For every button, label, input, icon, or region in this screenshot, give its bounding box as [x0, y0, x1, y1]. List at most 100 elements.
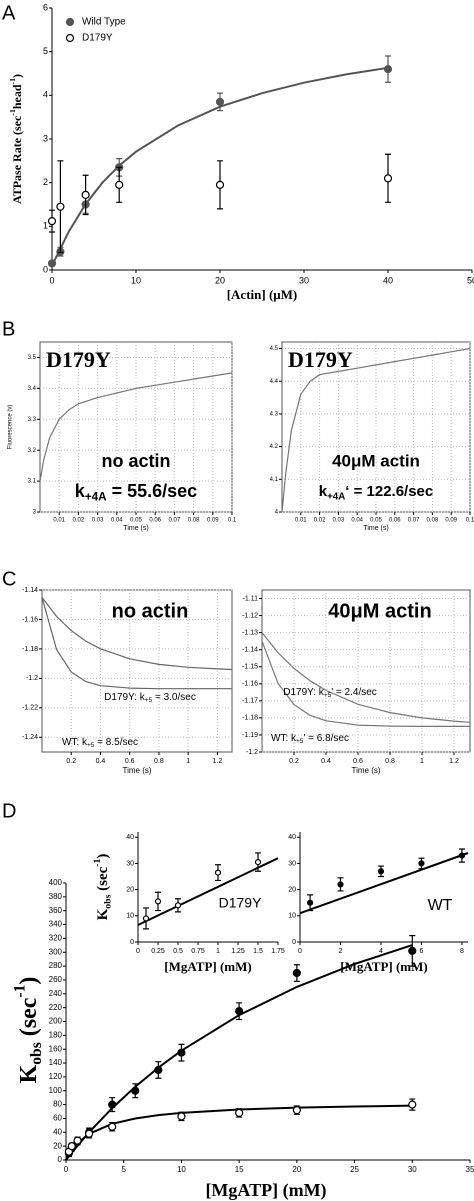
x-tick-label: 0 [64, 1165, 69, 1174]
x-tick-label: 0.5 [173, 948, 183, 955]
legend-marker [65, 33, 75, 43]
y-tick-label: 3.1 [28, 479, 37, 485]
x-tick-label: 0.8 [154, 758, 164, 765]
x-tick-label: 1.25 [231, 948, 245, 955]
data-point [177, 1048, 186, 1057]
y-axis-label: Kobs (sec-1) [11, 977, 45, 1084]
trace [41, 597, 232, 690]
y-tick-label: -1.17 [242, 698, 258, 705]
y-tick-label: 40 [53, 1127, 62, 1136]
x-tick-label: 0.03 [92, 518, 104, 524]
data-point [81, 190, 90, 199]
y-tick-label: 380 [49, 892, 63, 901]
data-point [84, 1129, 94, 1138]
y-tick-label: 1 [43, 221, 48, 231]
x-tick-label: 4 [379, 948, 383, 955]
data-point [142, 915, 150, 922]
y-tick-label: 320 [49, 934, 63, 943]
data-point [307, 899, 314, 906]
x-tick-label: 0.2 [66, 758, 76, 765]
x-tick-label: 1.2 [449, 758, 459, 765]
text-segment: +4A [327, 491, 345, 502]
y-axis-label: ATPase Rate (sec-1head-1) [8, 74, 24, 204]
data-point [214, 869, 222, 876]
text-segment: k [319, 483, 328, 500]
data-point [215, 97, 225, 106]
text-segment: obs [103, 894, 114, 908]
text-segment: D179Y: k [104, 692, 146, 703]
annotation: WT: k+5 = 8.5/sec [62, 737, 138, 749]
data-point [47, 216, 57, 226]
x-tick-label: 0.6 [353, 758, 363, 765]
x-tick-label: 0 [298, 948, 302, 955]
text-segment: = 3.0/sec [152, 692, 196, 703]
plot-frame [41, 589, 233, 753]
y-tick-label: 3.5 [28, 355, 37, 361]
text-segment: obs [28, 1042, 45, 1065]
y-tick-label: 180 [49, 1030, 63, 1039]
text-segment: WT: k [62, 737, 88, 748]
data-point [154, 898, 162, 905]
trace [41, 597, 233, 671]
fit-curve [137, 857, 279, 926]
x-tick-label: 0.1 [466, 518, 474, 524]
text-segment: ) [10, 74, 24, 78]
x-tick-label: 1 [186, 758, 190, 765]
panel-letter: C [2, 568, 16, 590]
x-tick-label: 20 [215, 275, 225, 285]
x-tick-label: 1.2 [213, 758, 223, 765]
x-tick-label: 0.07 [169, 518, 181, 524]
x-tick-label: 0.05 [370, 518, 382, 524]
y-tick-label: -1.2 [26, 675, 38, 682]
y-tick-label: 3 [43, 133, 48, 143]
text-segment: +4A [85, 490, 107, 503]
y-tick-label: -1.16 [242, 681, 258, 688]
x-tick-label: 40 [383, 275, 393, 285]
text-segment: +5 [145, 697, 153, 704]
x-tick-label: 0.25 [151, 948, 165, 955]
y-tick-label: 4.2 [270, 444, 279, 450]
y-tick-label: -1.2 [246, 749, 258, 756]
y-tick-label: 5 [43, 46, 48, 56]
x-tick-label: 10 [177, 1165, 186, 1174]
text-segment: -1 [8, 78, 17, 85]
y-tick-label: 10 [288, 913, 296, 920]
chart-title: D179Y [219, 895, 262, 911]
data-point [235, 1108, 244, 1118]
text-segment: -1 [8, 109, 17, 116]
text-segment: -1 [11, 985, 28, 998]
y-tick-label: 280 [49, 961, 63, 970]
fit-curve [51, 66, 389, 267]
data-point [115, 180, 124, 189]
y-tick-label: -1.12 [242, 612, 258, 619]
y-tick-label: 60 [53, 1114, 62, 1123]
y-tick-label: 4 [275, 510, 279, 516]
x-tick-label: 0.04 [111, 518, 123, 524]
annotation: no actin [101, 451, 170, 471]
annotation: 40μM actin [332, 451, 420, 470]
panel-letter: D [2, 800, 16, 822]
x-tick-label: 2 [339, 948, 343, 955]
data-point [56, 202, 65, 211]
x-tick-label: 0.4 [96, 758, 106, 765]
y-tick-label: 3 [33, 510, 37, 516]
y-tick-label: 3.4 [28, 386, 37, 392]
data-point [408, 946, 417, 955]
y-tick-label: 4 [43, 90, 48, 100]
fit-curve [65, 1104, 413, 1161]
y-tick-label: 4.5 [270, 346, 279, 352]
x-tick-label: 0.07 [408, 518, 420, 524]
x-tick-label: 0.09 [207, 518, 219, 524]
y-tick-label: 200 [49, 1017, 63, 1026]
text-segment: WT: k [271, 733, 297, 744]
text-segment: (sec [95, 866, 111, 894]
x-tick-label: 0.06 [149, 518, 161, 524]
x-tick-label: 1.5 [253, 948, 263, 955]
y-tick-label: -1.16 [22, 616, 38, 623]
text-segment: k [75, 481, 86, 501]
y-tick-label: -1.13 [242, 629, 258, 636]
annotation: D179Y: k+5 = 3.0/sec [104, 692, 196, 704]
x-tick-label: 0.01 [53, 518, 65, 524]
